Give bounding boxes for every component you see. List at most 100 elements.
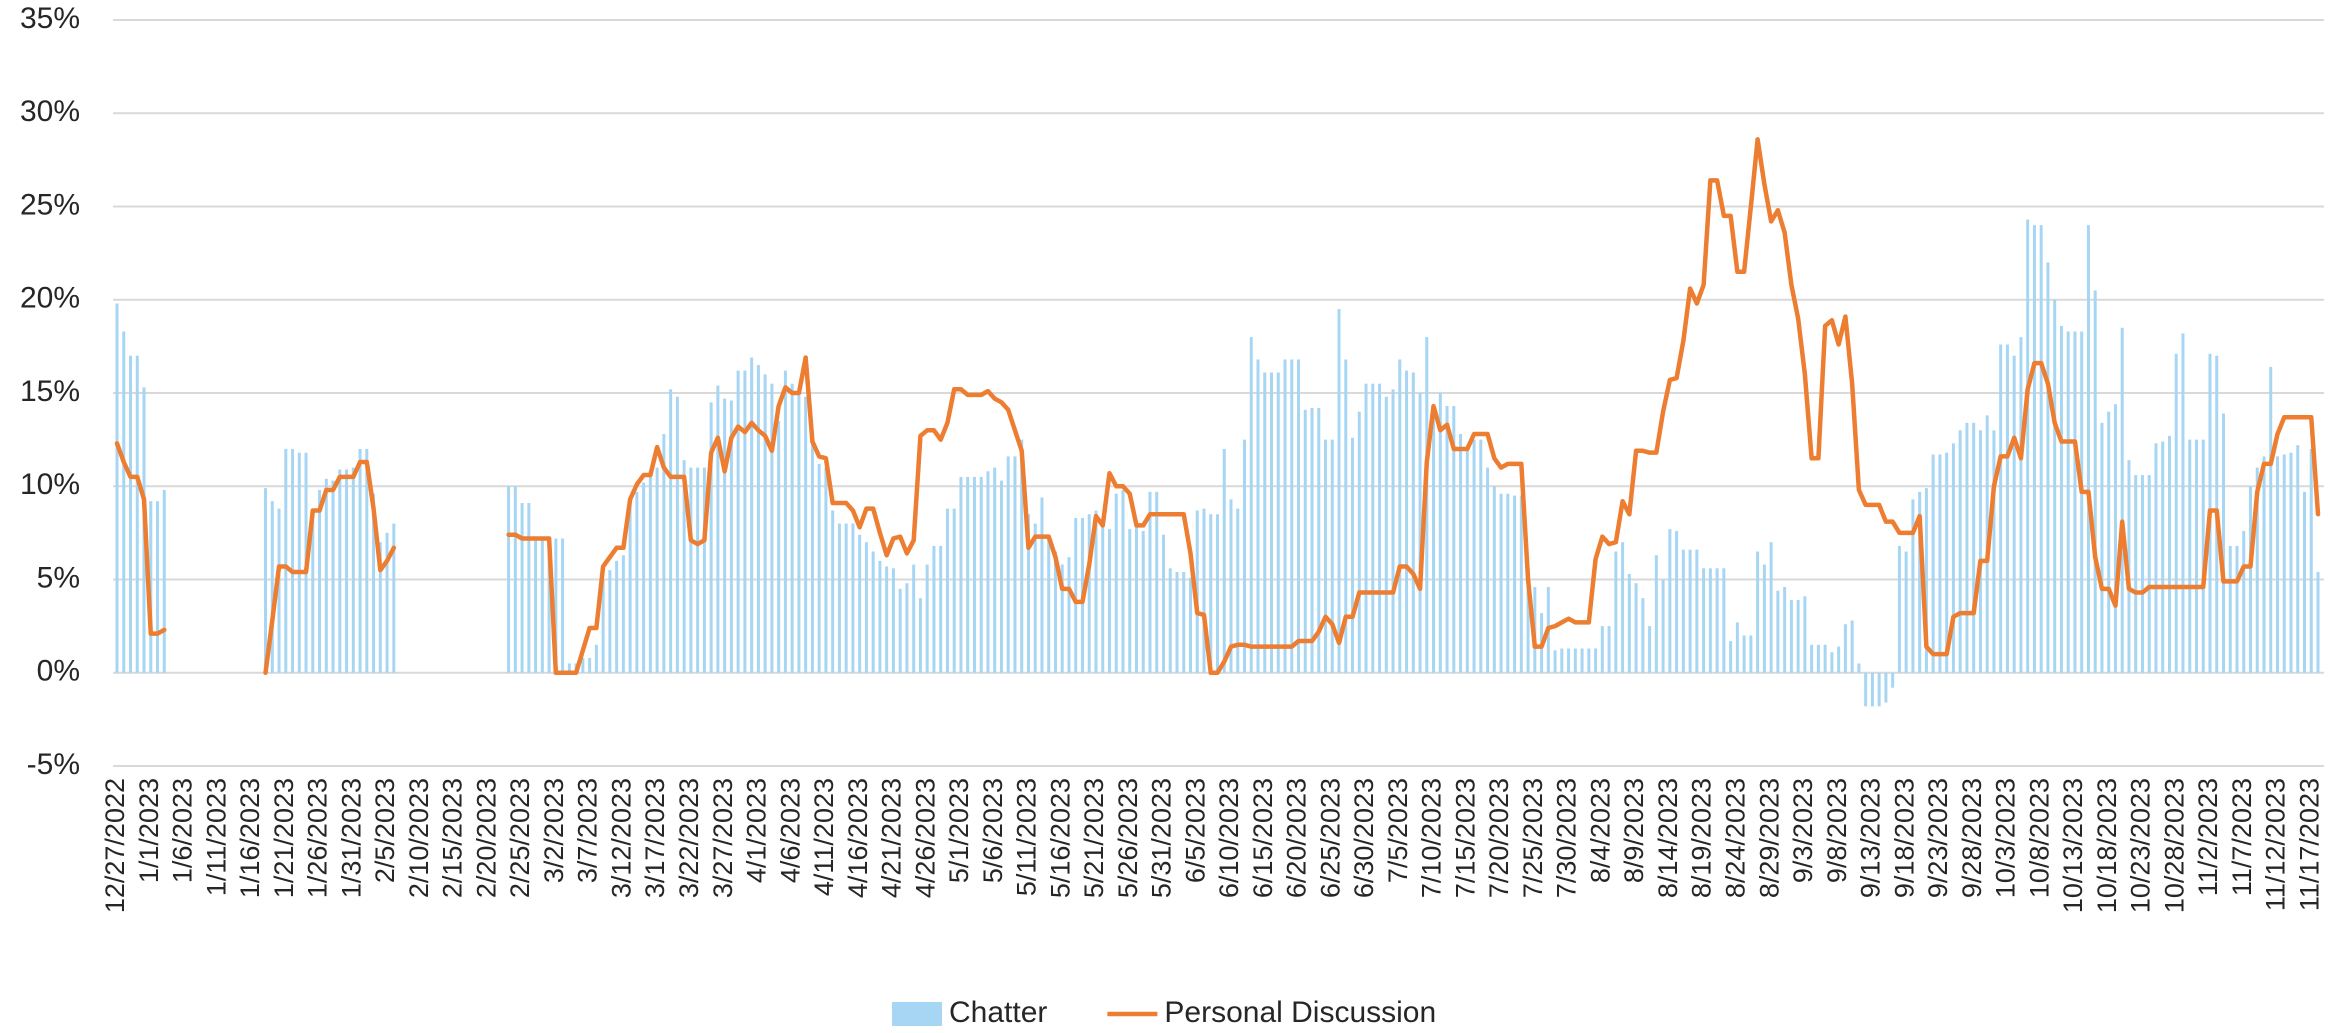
- bar: [1897, 545, 1901, 673]
- bar: [1553, 650, 1557, 673]
- x-tick-label: 7/30/2023: [1552, 778, 1582, 898]
- bar: [385, 532, 389, 673]
- bar: [2242, 531, 2246, 673]
- bar: [1074, 517, 1078, 673]
- x-tick-label: 9/23/2023: [1923, 778, 1953, 898]
- bar: [2269, 366, 2273, 673]
- x-tick-label: 7/25/2023: [1518, 778, 1548, 898]
- bar: [689, 467, 693, 673]
- bar: [1654, 555, 1658, 673]
- bar: [1884, 672, 1888, 703]
- x-tick-label: 3/17/2023: [640, 778, 670, 898]
- bar: [1600, 626, 1604, 673]
- bar: [115, 303, 119, 673]
- bar: [2012, 355, 2016, 673]
- bar: [1681, 549, 1685, 673]
- bar: [311, 508, 315, 673]
- bar: [1195, 510, 1199, 673]
- y-tick-label: 5%: [37, 561, 80, 594]
- x-tick-label: 8/19/2023: [1687, 778, 1717, 898]
- bar: [858, 534, 862, 673]
- bar: [1472, 439, 1476, 673]
- bar: [662, 434, 666, 673]
- bar: [2026, 219, 2030, 673]
- bar: [979, 476, 983, 673]
- bar: [1425, 337, 1429, 673]
- bar: [1297, 359, 1301, 673]
- bar: [2316, 572, 2320, 673]
- bar: [345, 469, 349, 673]
- bar: [1823, 644, 1827, 673]
- bar: [2046, 262, 2050, 673]
- bar: [1918, 491, 1922, 673]
- bar: [1161, 534, 1165, 673]
- bar: [2134, 475, 2138, 673]
- bar: [1972, 422, 1976, 673]
- x-tick-label: 4/16/2023: [843, 778, 873, 898]
- x-tick-label: 5/31/2023: [1147, 778, 1177, 898]
- x-tick-label: 5/11/2023: [1012, 778, 1042, 896]
- x-tick-label: 9/13/2023: [1856, 778, 1886, 898]
- bar: [2275, 456, 2279, 673]
- bar: [1107, 529, 1111, 673]
- bar: [588, 657, 592, 673]
- bar: [898, 588, 902, 673]
- bar: [1857, 663, 1861, 673]
- x-tick-label: 7/10/2023: [1417, 778, 1447, 898]
- y-tick-label: 25%: [20, 188, 80, 221]
- bar: [891, 568, 895, 673]
- x-tick-label: 3/7/2023: [573, 778, 603, 883]
- x-tick-label: 12/27/2022: [100, 778, 130, 913]
- bar: [2147, 475, 2151, 673]
- bar: [378, 542, 382, 673]
- x-tick-label: 11/2/2023: [2193, 778, 2223, 896]
- bar: [1229, 499, 1233, 673]
- x-tick-label: 9/3/2023: [1788, 778, 1818, 883]
- bar: [2032, 225, 2036, 673]
- bar: [797, 393, 801, 673]
- bar: [1445, 406, 1449, 673]
- bar: [743, 370, 747, 673]
- bar: [1587, 648, 1591, 673]
- x-tick-label: 5/21/2023: [1079, 778, 1109, 898]
- bar: [790, 383, 794, 673]
- bar: [1634, 583, 1638, 673]
- bar: [1924, 488, 1928, 673]
- bar: [1243, 439, 1247, 673]
- bar: [2174, 353, 2178, 673]
- bar: [1168, 568, 1172, 673]
- bar: [1945, 452, 1949, 673]
- bar: [682, 460, 686, 673]
- bar: [2221, 413, 2225, 673]
- bar: [1506, 493, 1510, 673]
- bar: [1202, 508, 1206, 673]
- bar: [1756, 551, 1760, 673]
- bar: [2113, 404, 2117, 673]
- bar: [1661, 579, 1665, 673]
- x-tick-label: 6/5/2023: [1180, 778, 1210, 883]
- bar: [1438, 393, 1442, 673]
- bar: [851, 523, 855, 673]
- bar: [1911, 499, 1915, 673]
- bar: [513, 486, 517, 673]
- bar: [162, 489, 166, 673]
- bar: [1276, 372, 1280, 673]
- bar: [729, 400, 733, 673]
- bar: [1047, 536, 1051, 673]
- x-tick-label: 2/5/2023: [370, 778, 400, 883]
- bar: [723, 398, 727, 673]
- bar: [1337, 309, 1341, 673]
- bar: [1020, 439, 1024, 673]
- bar: [817, 463, 821, 673]
- bar: [1459, 434, 1463, 673]
- bar: [1668, 529, 1672, 673]
- bar: [642, 482, 646, 673]
- bar: [1958, 430, 1962, 673]
- bar: [1864, 672, 1868, 707]
- legend-swatch: [892, 1002, 942, 1026]
- bar: [1810, 644, 1814, 673]
- bar: [2053, 299, 2057, 673]
- bar: [675, 396, 679, 673]
- x-tick-label: 1/16/2023: [235, 778, 265, 898]
